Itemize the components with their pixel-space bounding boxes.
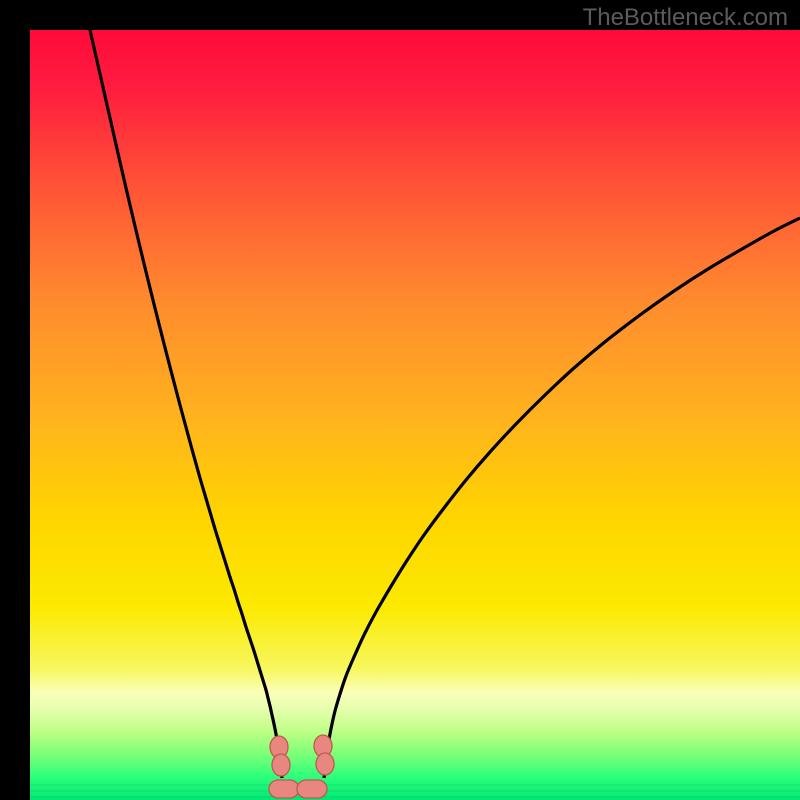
curve-markers <box>270 735 334 776</box>
plot-area <box>30 30 800 800</box>
bottom-pills <box>269 780 327 798</box>
left-curve <box>90 30 282 778</box>
bottom-pill-left <box>269 780 299 798</box>
bottom-band-lines <box>30 785 800 797</box>
curves-layer <box>30 30 800 800</box>
watermark: TheBottleneck.com <box>583 4 788 32</box>
bottom-pill-right <box>297 780 327 798</box>
right-curve <box>324 218 800 778</box>
right-marker-bottom <box>316 753 334 775</box>
left-marker-bottom <box>272 754 290 776</box>
